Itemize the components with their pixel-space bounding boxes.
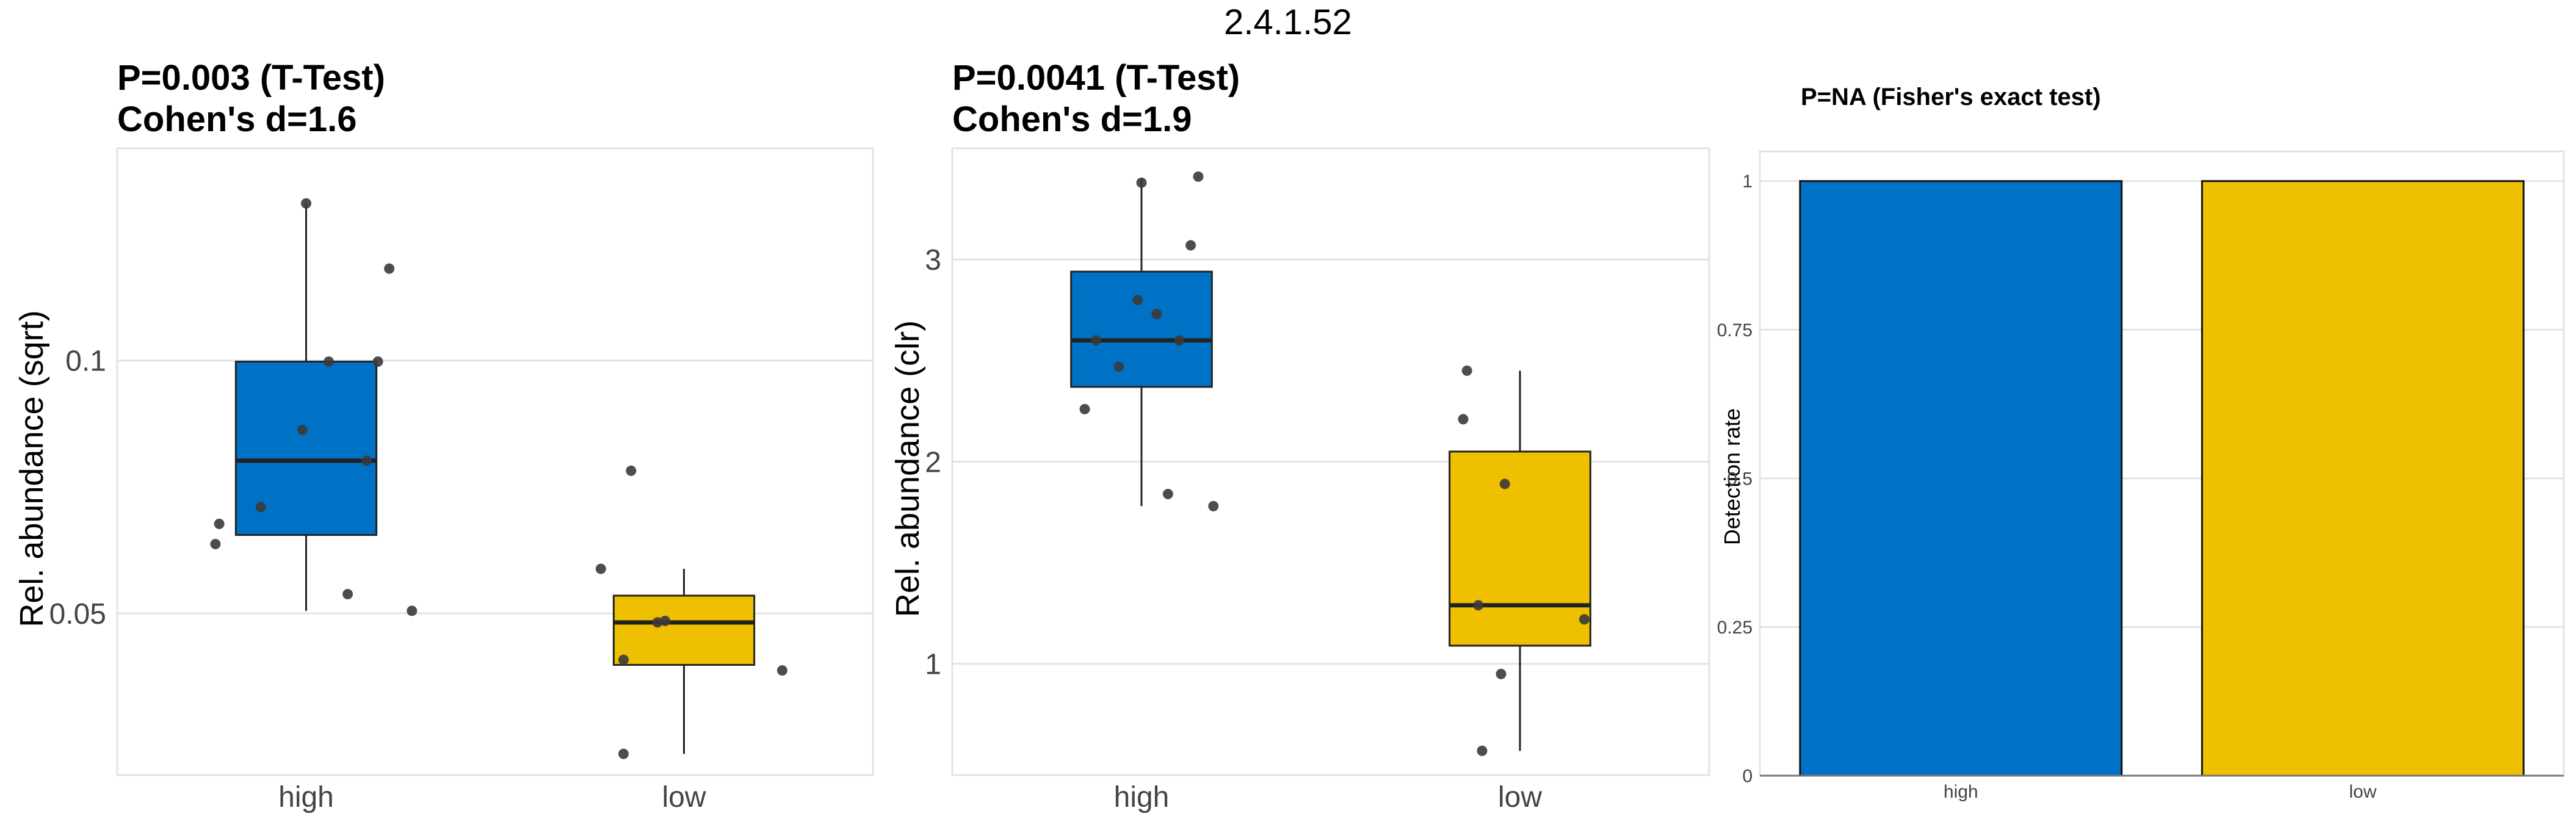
data-point-high [342,588,353,599]
panel3-y-axis-label: Detection rate [1720,408,1745,545]
y-tick-label: 0.05 [49,598,106,630]
data-point-high [361,455,372,466]
panel2-title-line1: P=0.0041 (T-Test) [952,58,1240,98]
y-tick-label: 0 [1742,767,1753,787]
data-point-high [210,539,221,550]
x-tick-label-high: high [1944,782,1978,802]
y-tick-label: 3 [925,244,941,276]
data-point-high [324,356,335,367]
bar-low [2201,180,2525,777]
bar-high [1799,180,2123,777]
panel1-title-line1: P=0.003 (T-Test) [117,58,385,98]
panel1-y-axis-label: Rel. abundance (sqrt) [13,310,50,627]
y-tick-label: 1 [925,649,941,681]
y-tick-label: 0.5 [1727,469,1753,489]
data-point-high [301,198,311,209]
figure-title: 2.4.1.52 [1224,2,1352,42]
data-point-high [1079,403,1090,414]
panel3-title: P=NA (Fisher's exact test) [1801,84,2101,110]
data-point-high [1151,309,1162,320]
data-point-high [407,605,418,616]
data-point-high [297,424,308,435]
data-point-high [214,518,225,529]
y-tick-label: 2 [925,446,941,478]
plot-frame-1 [116,147,874,776]
data-point-low [1579,614,1590,625]
data-point-low [1477,745,1488,756]
data-point-high [372,356,383,367]
data-point-high [1193,171,1204,182]
y-tick-label: 0.1 [65,345,106,378]
data-point-low [1461,365,1472,376]
data-point-low [1499,478,1510,489]
data-point-high [1162,489,1173,500]
x-tick-label-low: low [1498,781,1542,814]
data-point-low [626,465,637,476]
y-tick-label: 0.75 [1717,320,1753,341]
x-tick-label-low: low [2349,782,2376,802]
x-tick-label-high: high [1114,781,1170,814]
data-point-high [1174,335,1185,346]
data-point-high [255,502,266,513]
y-tick-label: 0.25 [1717,618,1753,638]
data-point-high [384,263,395,274]
panel1-title-line2: Cohen's d=1.6 [117,99,357,139]
data-point-low [776,665,787,676]
panel2-y-axis-label: Rel. abundance (clr) [889,320,926,617]
panel-sqrt-boxplot: P=0.003 (T-Test) Cohen's d=1.6 Rel. abun… [13,58,874,814]
panel-detection-bars: P=NA (Fisher's exact test) Detection rat… [1717,84,2565,802]
data-point-low [595,563,606,574]
data-point-low [1473,600,1484,611]
x-tick-label-low: low [662,781,706,814]
data-point-low [1458,414,1469,425]
y-tick-label: 1 [1742,171,1753,192]
x-tick-label-high: high [278,781,334,814]
data-point-high [1091,335,1102,346]
data-point-high [1208,500,1219,511]
box-low [1449,450,1591,647]
data-point-high [1185,240,1196,251]
data-point-low [618,748,629,759]
box-low [612,594,756,666]
data-point-low [618,654,629,665]
data-point-low [1496,668,1507,679]
panel2-title-line2: Cohen's d=1.9 [952,99,1192,139]
data-point-low [660,615,671,626]
data-point-high [1136,177,1147,188]
box-high [1070,270,1213,388]
data-point-high [1132,294,1143,305]
panel-clr-boxplot: P=0.0041 (T-Test) Cohen's d=1.9 Rel. abu… [889,58,1710,814]
data-point-high [1113,361,1124,372]
